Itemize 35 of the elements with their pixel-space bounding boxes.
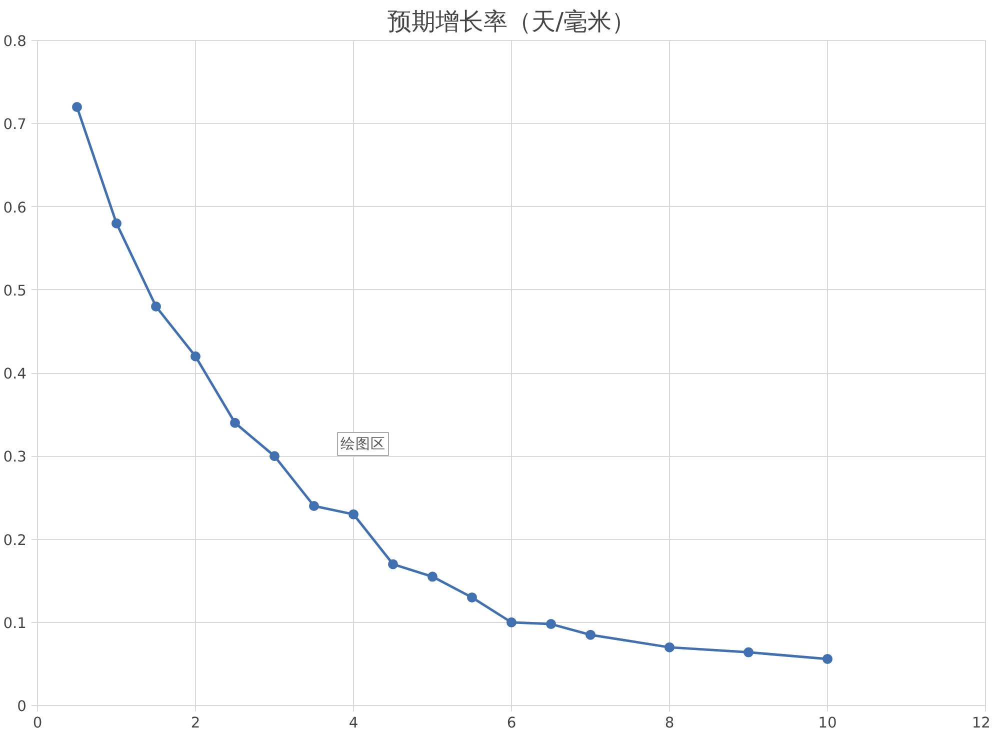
x-tick-label: 12 — [972, 714, 991, 732]
point — [112, 218, 122, 228]
point — [744, 647, 754, 658]
point — [309, 501, 319, 511]
x-tick-label: 10 — [818, 714, 837, 732]
point — [586, 630, 596, 640]
point — [270, 451, 280, 462]
x-tick-label: 4 — [348, 714, 358, 732]
y-tick-label: 0.8 — [3, 33, 27, 50]
point — [72, 102, 82, 112]
y-tick-label: 0.6 — [3, 199, 27, 216]
point — [506, 617, 516, 628]
point — [822, 654, 832, 664]
point — [467, 592, 477, 602]
x-tick-label: 0 — [32, 714, 42, 732]
point — [428, 572, 438, 582]
x-tick-label: 8 — [664, 714, 674, 732]
y-tick-label: 0.5 — [3, 282, 27, 300]
point — [230, 418, 240, 428]
annotation: 绘图区 — [340, 436, 386, 452]
y-tick-label: 0 — [17, 698, 27, 715]
y-tick-label: 0.3 — [3, 448, 27, 466]
point — [151, 302, 161, 312]
y-tick-label: 0.7 — [3, 116, 27, 134]
point — [546, 619, 556, 630]
x-tick-label: 2 — [190, 714, 200, 732]
point — [664, 642, 674, 652]
y-tick-label: 0.4 — [3, 366, 27, 382]
y-tick-label: 0.1 — [3, 614, 27, 632]
point — [348, 509, 358, 520]
chart-title: 预期增长率（天/毫米） — [387, 8, 636, 36]
point — [190, 351, 200, 362]
point — [388, 559, 398, 570]
y-tick-label: 0.2 — [3, 532, 27, 549]
x-tick-label: 6 — [506, 714, 516, 732]
